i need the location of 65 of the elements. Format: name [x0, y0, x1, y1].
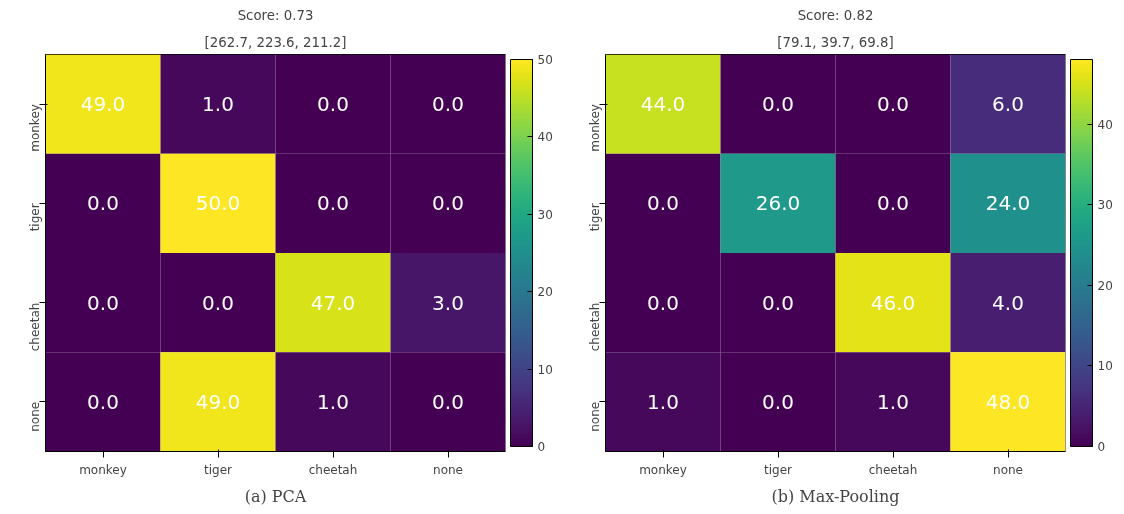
data-label: 0.0 [647, 290, 679, 315]
y-tick-label: monkey [587, 104, 602, 152]
color-bar-label: 20 [1097, 278, 1113, 293]
color-bar-label: 20 [537, 285, 553, 300]
data-label: 0.0 [317, 191, 349, 216]
y-tick-label: none [587, 401, 602, 432]
data-label: 0.0 [87, 191, 119, 216]
x-tick-label: monkey [639, 462, 687, 477]
data-label: 48.0 [985, 389, 1031, 414]
data-label: 0.0 [432, 389, 464, 414]
data-label: 1.0 [647, 389, 679, 414]
data-label: 0.0 [317, 92, 349, 117]
color-bar-label: 0 [537, 440, 546, 454]
text: (a) PCA [244, 486, 307, 506]
data-label: 26.0 [755, 191, 801, 216]
y-tick-label: cheetah [587, 302, 602, 352]
color-bar-label: 30 [1097, 198, 1113, 213]
data-label: 24.0 [985, 191, 1031, 216]
data-label: 6.0 [992, 92, 1024, 117]
data-label: 4.0 [992, 290, 1024, 315]
x-tick-label: monkey [79, 462, 127, 477]
color-bar-label: 30 [537, 207, 553, 222]
data-label: 0.0 [762, 92, 794, 117]
chart-subtitle: [79.1, 39.7, 69.8] [777, 34, 894, 50]
data-label: 1.0 [202, 92, 234, 117]
color-bar-label: 40 [1097, 117, 1113, 132]
data-label: 0.0 [762, 389, 794, 414]
text: (b) Max-Pooling [771, 486, 900, 506]
x-tick-label: tiger [764, 462, 793, 477]
data-label: 0.0 [647, 191, 679, 216]
y-tick-label: tiger [27, 203, 42, 232]
data-label: 1.0 [877, 389, 909, 414]
data-label: 49.0 [195, 389, 241, 414]
data-label: 50.0 [195, 191, 241, 216]
color-bar-label: 50 [537, 53, 553, 67]
data-label: 0.0 [87, 389, 119, 414]
data-label: 47.0 [310, 290, 356, 315]
data-label: 0.0 [432, 92, 464, 117]
y-tick-label: none [27, 401, 42, 432]
data-label: 3.0 [432, 290, 464, 315]
x-tick-label: cheetah [308, 462, 358, 477]
data-label: 46.0 [870, 290, 916, 315]
color-bar-label: 0 [1097, 440, 1106, 454]
data-label: 1.0 [317, 389, 349, 414]
data-label: 0.0 [87, 290, 119, 315]
x-tick-label: tiger [204, 462, 233, 477]
data-label: 0.0 [877, 191, 909, 216]
y-tick-label: tiger [587, 203, 602, 232]
color-bar-label: 10 [537, 362, 553, 377]
chart-title: Score: 0.82 [797, 7, 874, 23]
x-tick-label: none [433, 462, 463, 477]
y-tick-label: monkey [27, 104, 42, 152]
chart-subtitle: [262.7, 223.6, 211.2] [204, 34, 347, 50]
color-bar-label: 40 [537, 130, 553, 145]
data-label: 49.0 [80, 92, 126, 117]
color-bar-label: 10 [1097, 359, 1113, 374]
data-label: 0.0 [202, 290, 234, 315]
x-tick-label: none [993, 462, 1023, 477]
data-label: 0.0 [877, 92, 909, 117]
data-label: 44.0 [640, 92, 686, 117]
data-label: 0.0 [432, 191, 464, 216]
chart-title: Score: 0.73 [237, 7, 314, 23]
y-tick-label: cheetah [27, 302, 42, 352]
x-tick-label: cheetah [868, 462, 918, 477]
data-label: 0.0 [762, 290, 794, 315]
